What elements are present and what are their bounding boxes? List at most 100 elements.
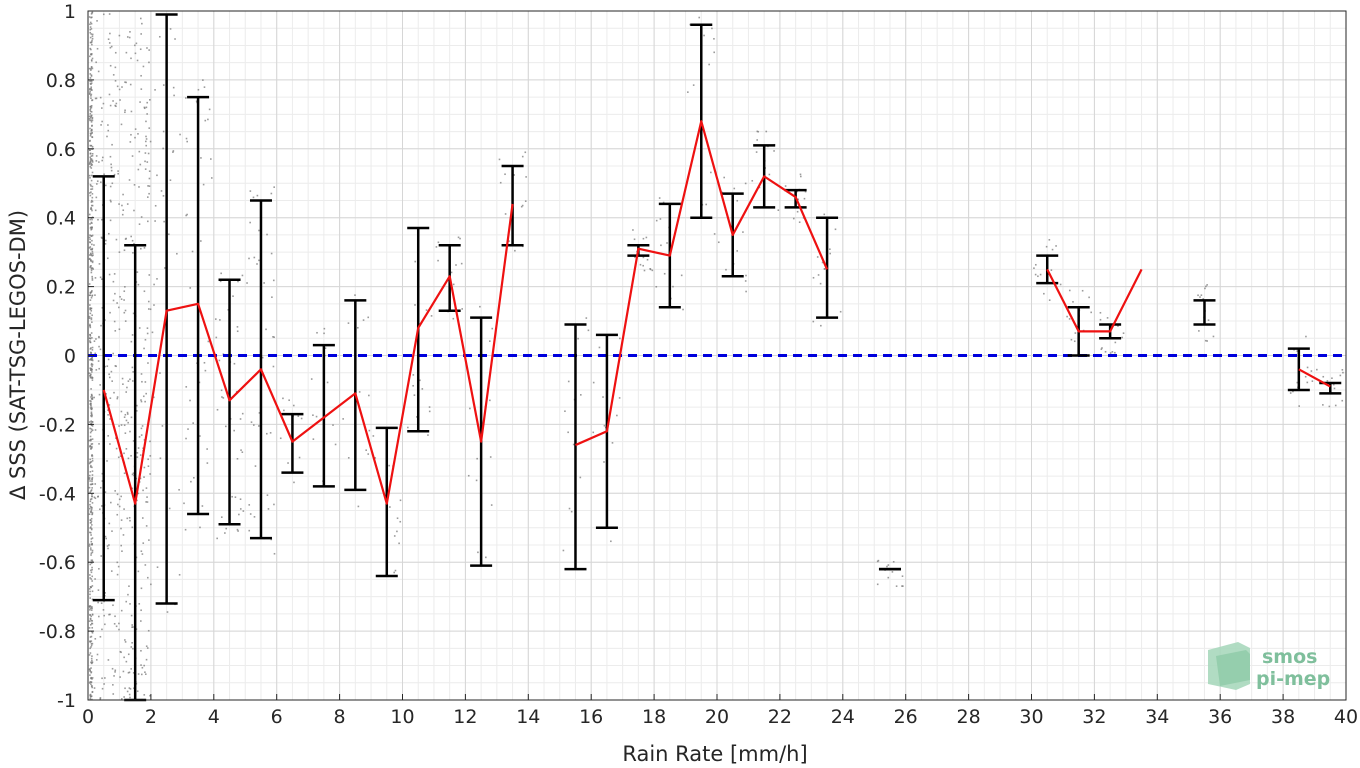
scatter-point xyxy=(1090,311,1092,314)
scatter-point xyxy=(567,380,570,383)
scatter-point xyxy=(190,480,192,483)
scatter-point xyxy=(224,532,226,534)
scatter-point xyxy=(90,158,93,161)
scatter-point xyxy=(90,307,93,310)
scatter-point xyxy=(91,549,94,552)
scatter-point xyxy=(112,352,114,355)
scatter-point xyxy=(90,234,93,237)
scatter-point xyxy=(120,519,123,521)
scatter-point xyxy=(187,428,189,430)
scatter-point xyxy=(1039,273,1042,276)
scatter-point xyxy=(133,184,136,186)
scatter-point xyxy=(145,144,148,147)
scatter-point xyxy=(90,67,92,70)
scatter-point xyxy=(98,161,100,163)
x-tick-label: 24 xyxy=(831,706,855,728)
scatter-point xyxy=(326,381,329,384)
scatter-point xyxy=(163,220,165,223)
scatter-point xyxy=(90,254,93,257)
scatter-point xyxy=(156,278,158,280)
scatter-point xyxy=(162,147,164,150)
scatter-point xyxy=(136,404,138,407)
scatter-point xyxy=(89,403,92,405)
scatter-point xyxy=(89,80,91,83)
scatter-point xyxy=(1212,335,1215,338)
scatter-point xyxy=(236,457,239,460)
scatter-point xyxy=(114,615,116,618)
scatter-point xyxy=(89,641,92,643)
scatter-point xyxy=(90,559,93,562)
scatter-point xyxy=(1326,380,1329,382)
scatter-point xyxy=(89,292,92,294)
scatter-point xyxy=(413,394,416,396)
scatter-point xyxy=(148,99,151,101)
scatter-point xyxy=(143,347,145,350)
scatter-point xyxy=(195,100,198,103)
scatter-point xyxy=(127,593,129,596)
scatter-point xyxy=(288,399,290,402)
scatter-point xyxy=(713,38,715,40)
scatter-point xyxy=(95,659,98,661)
scatter-point xyxy=(162,84,165,86)
scatter-point xyxy=(146,501,149,503)
scatter-point xyxy=(457,236,460,239)
scatter-point xyxy=(125,237,127,240)
scatter-point xyxy=(127,421,129,424)
scatter-point xyxy=(428,410,431,413)
scatter-point xyxy=(491,327,494,330)
scatter-point xyxy=(109,64,112,67)
scatter-point xyxy=(241,412,244,415)
scatter-point xyxy=(89,445,91,448)
scatter-point xyxy=(475,479,478,482)
y-tick-label: 0 xyxy=(64,346,76,368)
scatter-point xyxy=(90,296,93,299)
scatter-point xyxy=(784,185,787,187)
scatter-point xyxy=(265,328,267,331)
scatter-point xyxy=(312,414,314,416)
scatter-point xyxy=(91,39,93,42)
scatter-point xyxy=(90,164,93,167)
scatter-point xyxy=(324,347,327,349)
scatter-point xyxy=(131,334,134,336)
scatter-point xyxy=(90,428,93,430)
scatter-point xyxy=(121,86,123,88)
scatter-point xyxy=(89,505,92,508)
scatter-point xyxy=(124,109,126,112)
scatter-point xyxy=(758,186,761,189)
scatter-point xyxy=(89,144,92,147)
scatter-point xyxy=(488,340,491,342)
scatter-point xyxy=(736,199,739,202)
scatter-point xyxy=(116,513,119,516)
scatter-point xyxy=(91,395,93,397)
scatter-point xyxy=(114,330,117,332)
mean-line xyxy=(102,120,1331,505)
scatter-point xyxy=(144,152,147,154)
scatter-point xyxy=(89,674,91,676)
scatter-point xyxy=(91,294,94,297)
scatter-point xyxy=(89,519,92,521)
scatter-point xyxy=(118,505,121,508)
scatter-point xyxy=(90,414,92,417)
scatter-point xyxy=(1206,340,1208,342)
scatter-point xyxy=(143,664,145,667)
scatter-point xyxy=(108,93,111,96)
scatter-point xyxy=(91,376,93,379)
scatter-point xyxy=(1043,292,1045,295)
scatter-point xyxy=(146,327,149,329)
scatter-point xyxy=(91,457,94,460)
scatter-point xyxy=(1207,319,1210,321)
scatter-point xyxy=(711,27,713,30)
scatter-point xyxy=(117,172,119,175)
scatter-point xyxy=(97,360,100,362)
scatter-point xyxy=(91,261,94,264)
scatter-point xyxy=(89,165,92,168)
scatter-point xyxy=(99,698,102,700)
scatter-point xyxy=(358,391,361,393)
scatter-point xyxy=(91,425,94,427)
scatter-point xyxy=(237,280,239,283)
scatter-point xyxy=(90,420,93,422)
scatter-point xyxy=(90,33,93,35)
scatter-point xyxy=(1331,377,1333,380)
scatter-point xyxy=(616,414,618,417)
scatter-point xyxy=(107,358,110,361)
